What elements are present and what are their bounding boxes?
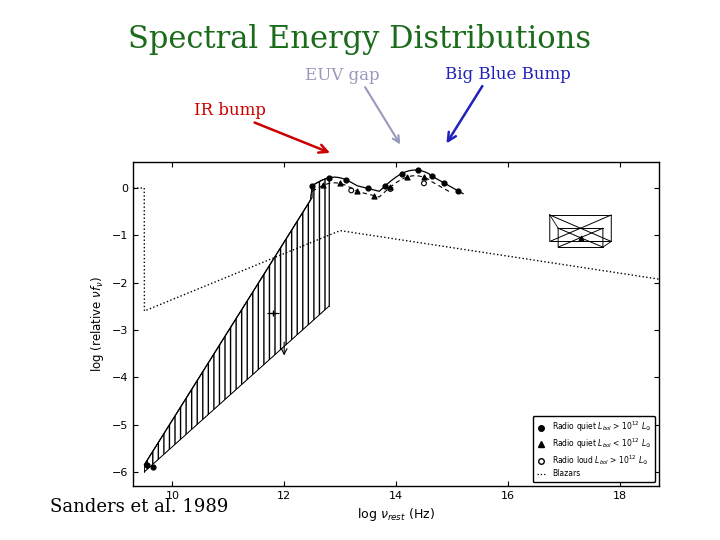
Text: Sanders et al. 1989: Sanders et al. 1989 [50, 498, 229, 516]
Point [307, 181, 318, 190]
Point [318, 181, 329, 190]
Point [418, 173, 430, 181]
Point [384, 183, 396, 191]
Text: Spectral Energy Distributions: Spectral Energy Distributions [128, 24, 592, 55]
Text: IR bump: IR bump [194, 102, 266, 119]
Point [334, 179, 346, 188]
Point [141, 461, 153, 469]
Y-axis label: log (relative $\nu f_\nu$): log (relative $\nu f_\nu$) [89, 276, 107, 372]
Point [384, 185, 396, 193]
Point [451, 186, 463, 195]
Point [379, 182, 390, 191]
Point [575, 233, 586, 242]
Point [438, 178, 449, 187]
Point [426, 172, 438, 181]
Point [323, 173, 335, 182]
Point [147, 463, 158, 471]
Point [402, 173, 413, 181]
Point [340, 176, 351, 184]
Point [413, 166, 424, 174]
Point [346, 186, 357, 195]
Point [351, 187, 363, 195]
Point [396, 170, 408, 178]
X-axis label: log $\nu_{rest}$ (Hz): log $\nu_{rest}$ (Hz) [357, 507, 435, 523]
Text: EUV gap: EUV gap [305, 67, 379, 84]
Text: Big Blue Bump: Big Blue Bump [445, 66, 570, 83]
Point [418, 179, 430, 187]
Point [362, 184, 374, 193]
Legend: Radio quiet $L_{bol}$ > 10$^{12}$ $L_{\odot}$, Radio quiet $L_{bol}$ < 10$^{12}$: Radio quiet $L_{bol}$ > 10$^{12}$ $L_{\o… [533, 416, 655, 482]
Point [368, 191, 379, 200]
